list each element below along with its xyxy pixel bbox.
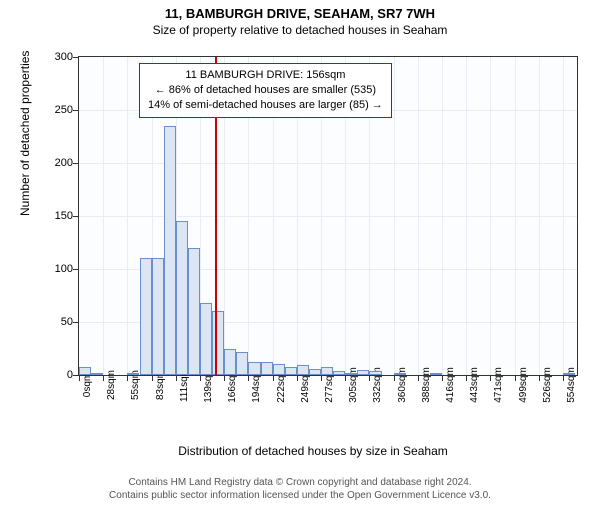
histogram-bar <box>273 364 285 375</box>
xtick-label: 526sqm <box>542 367 553 403</box>
histogram-bar <box>176 221 188 375</box>
histogram-bar <box>224 349 236 376</box>
gridline-v <box>442 57 443 375</box>
histogram-bar <box>430 373 442 375</box>
xtick <box>273 375 274 381</box>
gridline-v <box>103 57 104 375</box>
histogram-bar <box>297 365 309 375</box>
ytick-label: 150 <box>43 210 73 222</box>
gridline-v <box>563 57 564 375</box>
histogram-bar <box>285 367 297 375</box>
ytick-label: 200 <box>43 157 73 169</box>
page-title: 11, BAMBURGH DRIVE, SEAHAM, SR7 7WH <box>0 6 600 21</box>
ytick-label: 250 <box>43 104 73 116</box>
gridline-v <box>418 57 419 375</box>
xtick-label: 471sqm <box>493 367 504 403</box>
xtick <box>79 375 80 381</box>
gridline-v <box>539 57 540 375</box>
footer-line-2: Contains public sector information licen… <box>0 489 600 502</box>
histogram-bar <box>236 352 248 375</box>
plot-area: 0501001502002503000sqm28sqm55sqm83sqm111… <box>78 56 578 376</box>
xtick-label: 28sqm <box>106 370 117 400</box>
xtick <box>418 375 419 381</box>
xtick <box>394 375 395 381</box>
xtick-label: 416sqm <box>445 367 456 403</box>
info-line-1: 11 BAMBURGH DRIVE: 156sqm <box>148 68 383 83</box>
xtick-label: 499sqm <box>518 367 529 403</box>
histogram-bar <box>91 373 103 375</box>
xtick <box>248 375 249 381</box>
histogram-bar <box>79 367 91 375</box>
x-axis-label: Distribution of detached houses by size … <box>48 444 578 458</box>
xtick-label: 0sqm <box>82 373 93 397</box>
histogram-bar <box>321 367 333 375</box>
histogram-bar <box>188 248 200 375</box>
xtick <box>539 375 540 381</box>
histogram-bar <box>200 303 212 375</box>
xtick <box>224 375 225 381</box>
histogram-bar <box>248 362 260 375</box>
chart-container: Number of detached properties 0501001502… <box>48 56 578 406</box>
histogram-bar <box>212 311 224 375</box>
gridline-v <box>394 57 395 375</box>
gridline-v <box>127 57 128 375</box>
xtick <box>369 375 370 381</box>
gridline-h <box>79 216 577 217</box>
info-box: 11 BAMBURGH DRIVE: 156sqm ← 86% of detac… <box>139 63 392 118</box>
histogram-bar <box>140 258 152 375</box>
ytick <box>73 322 79 323</box>
ytick <box>73 110 79 111</box>
ytick <box>73 216 79 217</box>
footer-line-1: Contains HM Land Registry data © Crown c… <box>0 476 600 489</box>
histogram-bar <box>345 373 357 375</box>
gridline-h <box>79 163 577 164</box>
xtick <box>176 375 177 381</box>
gridline-v <box>490 57 491 375</box>
info-line-2: ← 86% of detached houses are smaller (53… <box>148 83 383 98</box>
xtick <box>297 375 298 381</box>
ytick-label: 100 <box>43 263 73 275</box>
info-line-3: 14% of semi-detached houses are larger (… <box>148 98 383 113</box>
ytick <box>73 57 79 58</box>
histogram-bar <box>309 369 321 375</box>
ytick <box>73 163 79 164</box>
xtick <box>345 375 346 381</box>
histogram-bar <box>357 370 369 375</box>
histogram-bar <box>127 373 139 375</box>
histogram-bar <box>261 362 273 375</box>
xtick <box>200 375 201 381</box>
xtick <box>127 375 128 381</box>
xtick <box>490 375 491 381</box>
xtick-label: 443sqm <box>469 367 480 403</box>
xtick <box>442 375 443 381</box>
gridline-v <box>466 57 467 375</box>
page-subtitle: Size of property relative to detached ho… <box>0 23 600 37</box>
xtick <box>152 375 153 381</box>
ytick-label: 0 <box>43 369 73 381</box>
xtick <box>466 375 467 381</box>
xtick <box>563 375 564 381</box>
ytick-label: 50 <box>43 316 73 328</box>
xtick <box>515 375 516 381</box>
histogram-bar <box>563 373 575 375</box>
histogram-bar <box>369 371 381 375</box>
footer: Contains HM Land Registry data © Crown c… <box>0 476 600 502</box>
y-axis-label: Number of detached properties <box>18 51 32 216</box>
histogram-bar <box>394 373 406 375</box>
xtick <box>103 375 104 381</box>
histogram-bar <box>333 371 345 375</box>
gridline-v <box>515 57 516 375</box>
histogram-bar <box>152 258 164 375</box>
histogram-bar <box>164 126 176 375</box>
ytick <box>73 269 79 270</box>
ytick-label: 300 <box>43 51 73 63</box>
xtick <box>321 375 322 381</box>
